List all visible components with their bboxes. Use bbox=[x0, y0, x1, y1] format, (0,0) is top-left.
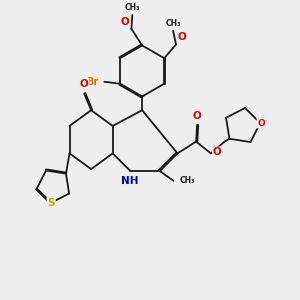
Text: CH₃: CH₃ bbox=[165, 19, 181, 28]
Text: O: O bbox=[178, 32, 187, 43]
Text: S: S bbox=[47, 198, 55, 208]
Text: O: O bbox=[257, 118, 265, 127]
Text: O: O bbox=[213, 147, 222, 158]
Text: CH₃: CH₃ bbox=[124, 3, 140, 12]
Text: CH₃: CH₃ bbox=[179, 176, 195, 185]
Text: Br: Br bbox=[86, 77, 98, 87]
Text: O: O bbox=[121, 17, 129, 27]
Text: O: O bbox=[80, 79, 88, 88]
Text: O: O bbox=[193, 111, 202, 121]
Text: NH: NH bbox=[121, 176, 138, 186]
